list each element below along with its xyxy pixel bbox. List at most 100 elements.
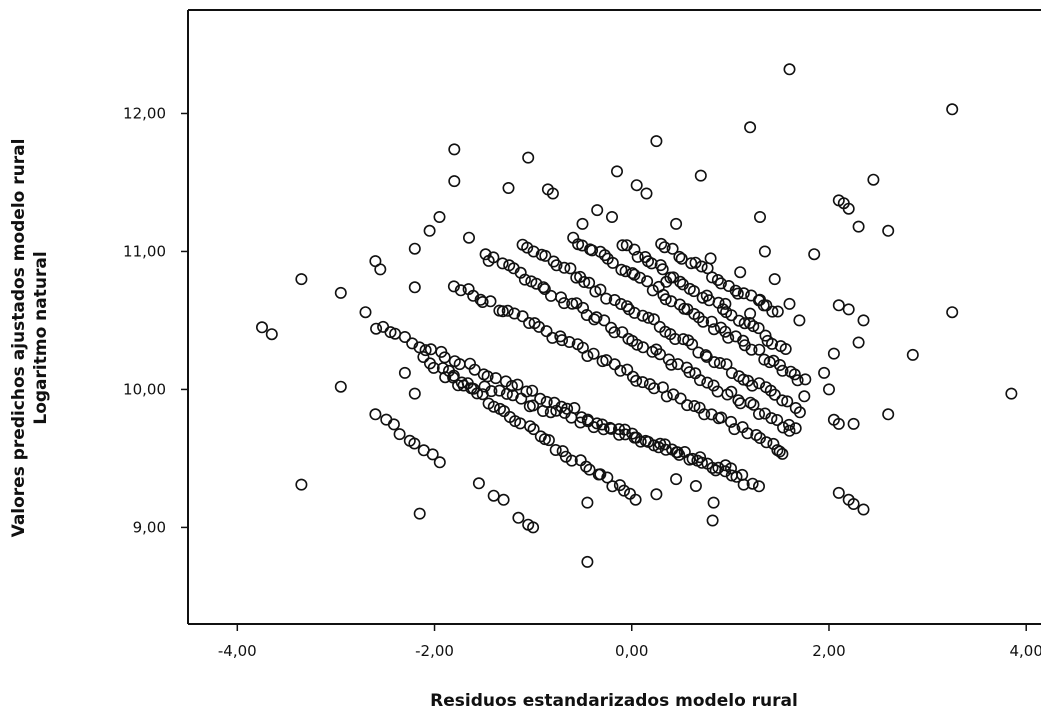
scatter-point (650, 135, 663, 148)
scatter-point (630, 374, 643, 387)
scatter-point (508, 307, 521, 320)
scatter-point (731, 287, 744, 300)
scatter-point (655, 237, 668, 250)
scatter-point (549, 443, 562, 456)
scatter-point (642, 311, 655, 324)
scatter-point (753, 211, 766, 224)
scatter-point (377, 320, 390, 333)
scatter-point (660, 390, 673, 403)
scatter-point (454, 284, 467, 297)
scatter-point (600, 292, 613, 305)
scatter-point (659, 293, 672, 306)
scatter-point (760, 436, 773, 449)
scatter-point (771, 413, 784, 426)
scatter-point (701, 457, 714, 470)
scatter-point (558, 297, 571, 310)
scatter-point (628, 268, 641, 281)
scatter-point (583, 463, 596, 476)
scatter-point (605, 211, 618, 224)
scatter-point (524, 420, 537, 433)
scatter-point (537, 281, 550, 294)
scatter-point (590, 311, 603, 324)
y-axis-title-line-2: Logaritmo natural (31, 251, 51, 424)
scatter-point (768, 388, 781, 401)
scatter-point (793, 406, 806, 419)
scatter-point (550, 259, 563, 272)
scatter-point (715, 411, 728, 424)
scatter-point (783, 424, 796, 437)
scatter-point (771, 305, 784, 318)
scatter-point (752, 407, 765, 420)
scatter-point (527, 245, 540, 258)
scatter-point (832, 486, 845, 499)
scatter-point (701, 262, 714, 275)
scatter-point (530, 277, 543, 290)
scatter-point (650, 488, 663, 501)
scatter-point (1005, 387, 1018, 400)
scatter-point (496, 305, 509, 318)
scatter-point (764, 384, 777, 397)
scatter-point (511, 378, 524, 391)
scatter-point (783, 63, 796, 76)
scatter-point (587, 347, 600, 360)
y-tick-label: 12,00 (123, 104, 166, 122)
scatter-point (539, 249, 552, 262)
scatter-point (765, 412, 778, 425)
scatter-point (674, 275, 687, 288)
scatter-point (842, 202, 855, 215)
scatter-point (621, 363, 634, 376)
scatter-point (799, 373, 812, 386)
scatter-point (946, 103, 959, 116)
scatter-point (590, 417, 603, 430)
scatter-point (641, 275, 654, 288)
scatter-point (576, 301, 589, 314)
scatter-point (629, 493, 642, 506)
scatter-point (598, 314, 611, 327)
scatter-point (634, 435, 647, 448)
scatter-point (818, 366, 831, 379)
scatter-point (623, 487, 636, 500)
scatter-point (601, 471, 614, 484)
scatter-point (857, 314, 870, 327)
scatter-point (798, 390, 811, 403)
scatter-point (695, 260, 708, 273)
scatter-point (767, 354, 780, 367)
scatter-point (730, 470, 743, 483)
scatter-point (594, 283, 607, 296)
scatter-point (698, 408, 711, 421)
scatter-point (544, 406, 557, 419)
scatter-point (671, 446, 684, 459)
scatter-point (647, 382, 660, 395)
scatter-point (479, 248, 492, 261)
scatter-point (728, 423, 741, 436)
scatter-point (380, 413, 393, 426)
scatter-point (558, 261, 571, 274)
scatter-point (387, 418, 400, 431)
scatter-point (393, 428, 406, 441)
scatter-point (603, 421, 616, 434)
scatter-point (536, 404, 549, 417)
scatter-point (643, 378, 656, 391)
scatter-point (447, 371, 460, 384)
scatter-point (779, 342, 792, 355)
scatter-point (295, 478, 308, 491)
scatter-point (433, 211, 446, 224)
scatter-point (564, 262, 577, 275)
scatter-point (707, 323, 720, 336)
scatter-point (493, 384, 506, 397)
scatter-point (781, 395, 794, 408)
scatter-point (694, 451, 707, 464)
x-tick-label: 0,00 (615, 642, 648, 660)
scatter-point (852, 336, 865, 349)
scatter-point (544, 289, 557, 302)
x-tick-label: 2,00 (812, 642, 845, 660)
scatter-point (591, 204, 604, 217)
scatter-point (685, 257, 698, 270)
scatter-point (581, 496, 594, 509)
scatter-point (743, 316, 756, 329)
scatter-point (689, 479, 702, 492)
scatter-point (666, 443, 679, 456)
scatter-point (686, 452, 699, 465)
scatter-point (408, 242, 421, 255)
